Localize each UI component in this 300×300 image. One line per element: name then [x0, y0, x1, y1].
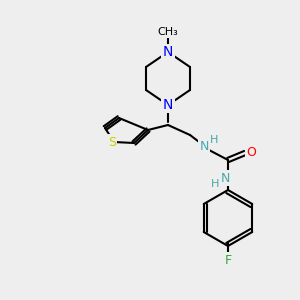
Text: CH₃: CH₃: [158, 27, 178, 37]
Text: N: N: [220, 172, 230, 184]
Text: O: O: [246, 146, 256, 160]
Text: S: S: [108, 136, 116, 148]
Text: F: F: [224, 254, 232, 266]
Text: N: N: [163, 45, 173, 59]
Text: N: N: [199, 140, 209, 152]
Text: H: H: [210, 135, 218, 145]
Text: H: H: [211, 179, 219, 189]
Text: N: N: [163, 98, 173, 112]
